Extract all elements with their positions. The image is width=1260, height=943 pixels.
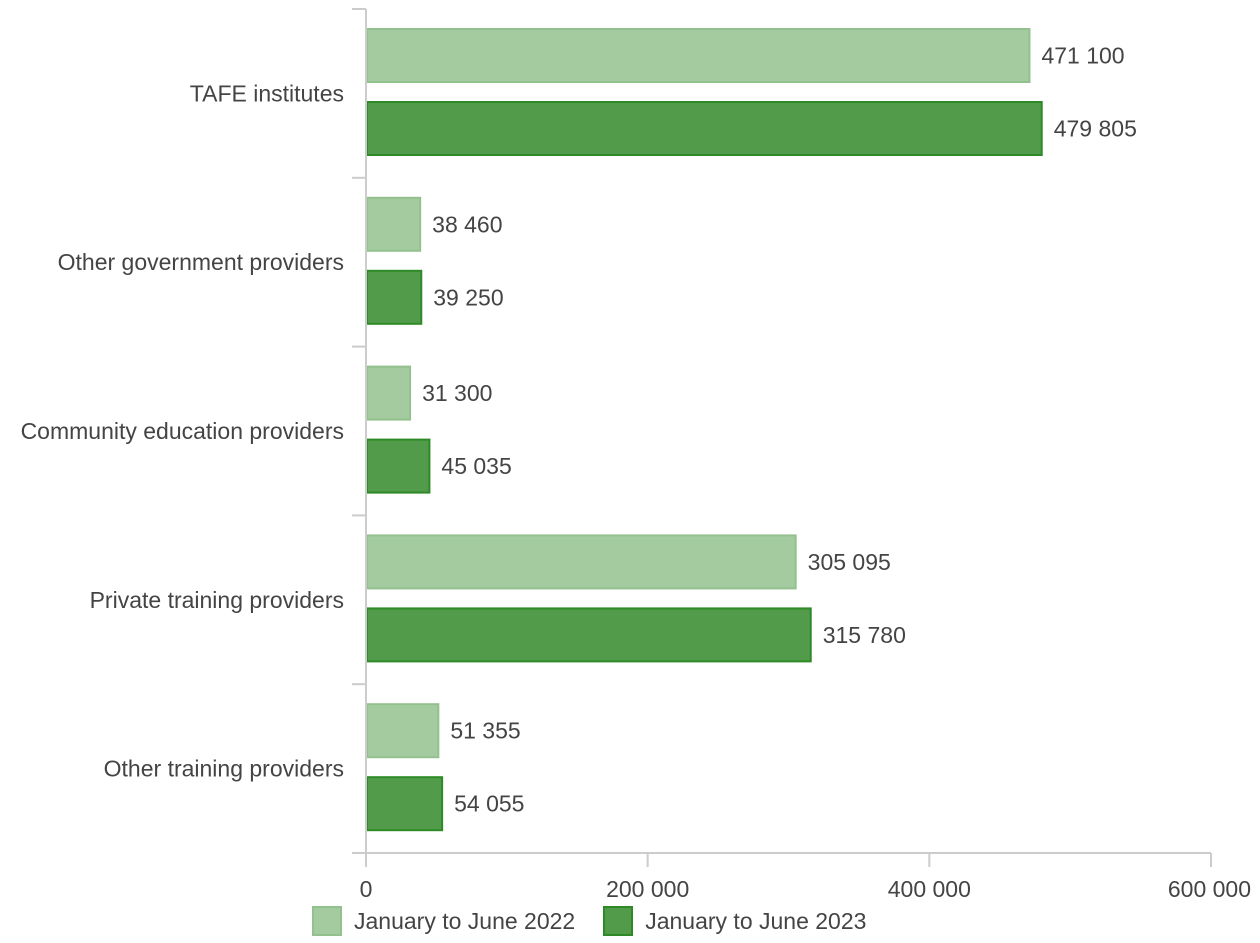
- bar-january-to-june-2022-private-training-providers: [366, 534, 797, 590]
- data-label-january-to-june-2022-private-training-providers: 305 095: [808, 549, 891, 575]
- bar-january-to-june-2023-community-education-providers: [366, 438, 431, 494]
- data-label-january-to-june-2022-tafe-institutes: 471 100: [1041, 43, 1124, 69]
- data-label-january-to-june-2023-tafe-institutes: 479 805: [1054, 116, 1137, 142]
- legend-item-2023: January to June 2023: [603, 906, 866, 936]
- data-label-january-to-june-2023-private-training-providers: 315 780: [823, 622, 906, 648]
- category-label-community-education-providers: Community education providers: [21, 418, 344, 444]
- x-tick-label: 200 000: [606, 876, 689, 902]
- data-label-january-to-june-2022-community-education-providers: 31 300: [422, 380, 492, 406]
- x-tick-label: 600 000: [1168, 876, 1251, 902]
- legend-item-2022: January to June 2022: [312, 906, 575, 936]
- legend-label-2023: January to June 2023: [645, 907, 867, 934]
- bar-january-to-june-2023-private-training-providers: [366, 607, 812, 663]
- bar-january-to-june-2023-other-government-providers: [366, 269, 423, 325]
- data-label-january-to-june-2022-other-government-providers: 38 460: [432, 211, 502, 237]
- bar-january-to-june-2023-other-training-providers: [366, 776, 444, 832]
- bar-january-to-june-2022-other-training-providers: [366, 703, 440, 759]
- legend: January to June 2022 January to June 202…: [312, 906, 866, 936]
- legend-label-2022: January to June 2022: [354, 907, 576, 934]
- legend-swatch-2023: [603, 906, 634, 936]
- data-label-january-to-june-2023-other-government-providers: 39 250: [433, 284, 503, 310]
- category-label-tafe-institutes: TAFE institutes: [190, 80, 344, 106]
- bar-january-to-june-2022-other-government-providers: [366, 196, 422, 252]
- x-tick-label: 400 000: [888, 876, 971, 902]
- category-label-other-training-providers: Other training providers: [104, 756, 344, 782]
- data-label-january-to-june-2022-other-training-providers: 51 355: [450, 718, 520, 744]
- data-label-january-to-june-2023-other-training-providers: 54 055: [454, 791, 524, 817]
- category-label-other-government-providers: Other government providers: [58, 249, 344, 275]
- data-label-january-to-june-2023-community-education-providers: 45 035: [441, 453, 511, 479]
- category-label-private-training-providers: Private training providers: [90, 587, 344, 613]
- bar-january-to-june-2022-tafe-institutes: [366, 28, 1031, 83]
- legend-swatch-2022: [312, 906, 342, 936]
- x-tick-label: 0: [360, 876, 373, 902]
- bar-january-to-june-2023-tafe-institutes: [366, 101, 1043, 156]
- bar-january-to-june-2022-community-education-providers: [366, 365, 412, 421]
